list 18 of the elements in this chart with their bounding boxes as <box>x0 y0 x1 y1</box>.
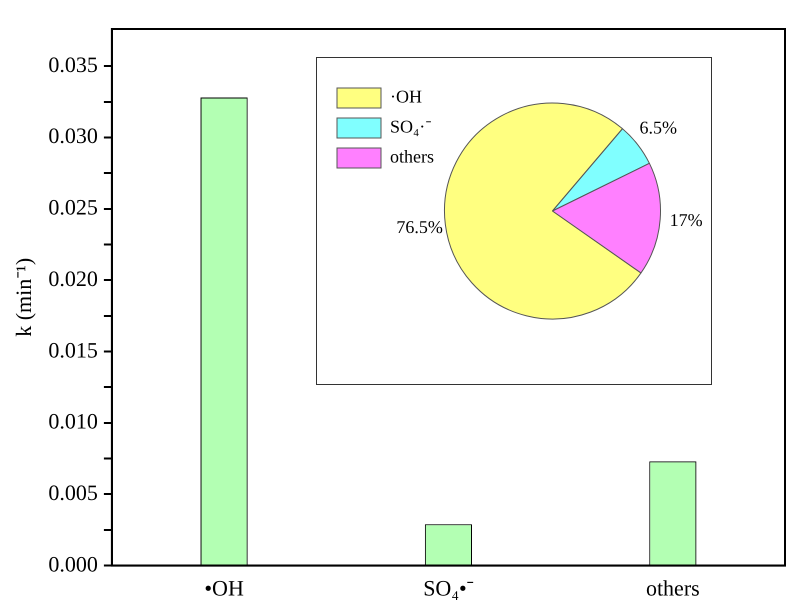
data-label: 17% <box>670 210 703 230</box>
x-tick-label: others <box>646 576 700 601</box>
x-tick-label: SO₄•⁻ <box>423 576 474 601</box>
y-axis-title: k (min⁻¹) <box>10 258 36 337</box>
y-tick-label: 0.020 <box>48 266 98 291</box>
y-tick-label: 0.015 <box>48 337 98 362</box>
x-tick-label: •OH <box>204 576 244 601</box>
legend-label: ·OH <box>390 86 422 107</box>
y-tick-label: 0.030 <box>48 123 98 148</box>
y-tick-label: 0.010 <box>48 408 98 434</box>
y-tick-label: 0.025 <box>48 194 98 220</box>
data-label: 76.5% <box>396 216 443 237</box>
legend-label: SO₄·⁻ <box>390 116 432 137</box>
y-tick-label: 0.035 <box>48 52 98 77</box>
data-label: 6.5% <box>639 117 677 138</box>
y-tick-label: 0.000 <box>48 551 98 576</box>
legend-label: others <box>390 146 434 167</box>
y-tick-label: 0.005 <box>48 480 98 506</box>
